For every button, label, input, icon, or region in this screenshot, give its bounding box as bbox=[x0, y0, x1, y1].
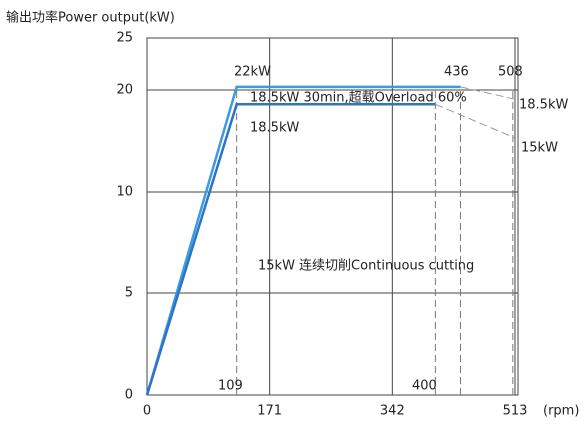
annotation: 508 bbox=[498, 65, 523, 80]
y-tick-label: 25 bbox=[116, 31, 133, 46]
x-tick-label: 171 bbox=[257, 404, 282, 419]
annotation: 18.5kW bbox=[519, 98, 568, 113]
series-line bbox=[145, 103, 436, 396]
annotation: 18.5kW bbox=[250, 121, 299, 136]
annotation: 22kW bbox=[234, 65, 271, 80]
annotation: 15kW 连续切削Continuous cutting bbox=[258, 258, 474, 274]
series-line bbox=[145, 85, 461, 396]
plot-border bbox=[146, 37, 519, 396]
y-tick-label: 0 bbox=[125, 388, 133, 403]
annotation: 400 bbox=[412, 379, 437, 394]
annotation: 109 bbox=[218, 379, 243, 394]
annotation: 15kW bbox=[521, 141, 558, 156]
x-tick-label: 0 bbox=[143, 404, 151, 419]
x-tick-label: 513 bbox=[503, 404, 528, 419]
annotation: 436 bbox=[444, 65, 469, 80]
annotation: 18.5kW 30min,超载Overload 60% bbox=[250, 91, 467, 106]
x-unit: (rpm) bbox=[543, 404, 579, 419]
series-line bbox=[435, 103, 516, 139]
y-tick-label: 10 bbox=[116, 185, 133, 200]
x-tick-label: 342 bbox=[380, 404, 405, 419]
chart-title: 输出功率Power output(kW) bbox=[6, 10, 175, 26]
y-tick-label: 5 bbox=[125, 286, 133, 301]
y-tick-label: 20 bbox=[116, 83, 133, 98]
series-line bbox=[460, 86, 516, 100]
